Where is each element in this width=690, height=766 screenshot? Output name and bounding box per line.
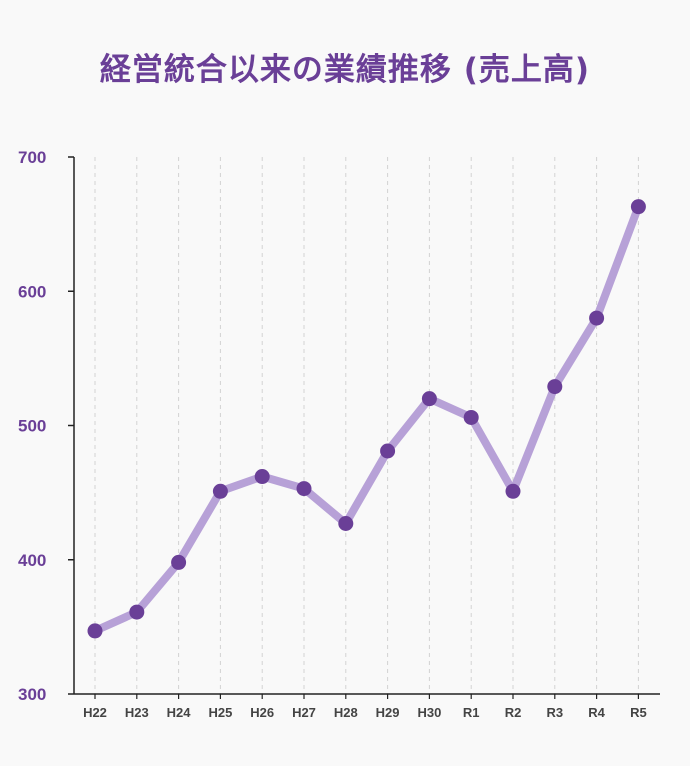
x-tick-label: R2	[505, 705, 522, 720]
series-line	[91, 202, 643, 635]
data-point	[421, 391, 437, 407]
data-point	[589, 310, 605, 326]
x-tick-label: H23	[125, 705, 149, 720]
data-point	[630, 199, 646, 215]
x-tick-label: H27	[292, 705, 316, 720]
x-tick-label: R3	[546, 705, 563, 720]
y-tick-label: 300	[18, 685, 46, 704]
x-tick-label: H24	[167, 705, 192, 720]
y-tick-label: 400	[18, 551, 46, 570]
x-tick-label: H29	[376, 705, 400, 720]
data-point	[547, 379, 563, 395]
chart-title: 経営統合以来の業績推移 (売上高)	[99, 52, 591, 88]
x-tick-label: R5	[630, 705, 647, 720]
x-tick-label: H22	[83, 705, 107, 720]
data-point	[463, 409, 479, 425]
y-tick-label: 500	[18, 417, 46, 436]
data-point	[254, 469, 270, 485]
y-tick-label: 700	[18, 148, 46, 167]
y-tick-label: 600	[18, 282, 46, 301]
x-tick-label: H25	[208, 705, 232, 720]
data-point	[505, 483, 521, 499]
x-tick-label: H26	[250, 705, 274, 720]
x-tick-label: R4	[588, 705, 605, 720]
x-tick-label: H30	[417, 705, 441, 720]
data-point	[171, 554, 187, 570]
x-tick-label: R1	[463, 705, 480, 720]
data-point	[380, 443, 396, 459]
data-point	[338, 516, 354, 532]
data-point	[129, 604, 145, 620]
data-point	[212, 483, 228, 499]
x-tick-label: H28	[334, 705, 358, 720]
data-point	[296, 481, 312, 497]
data-point	[87, 623, 103, 639]
